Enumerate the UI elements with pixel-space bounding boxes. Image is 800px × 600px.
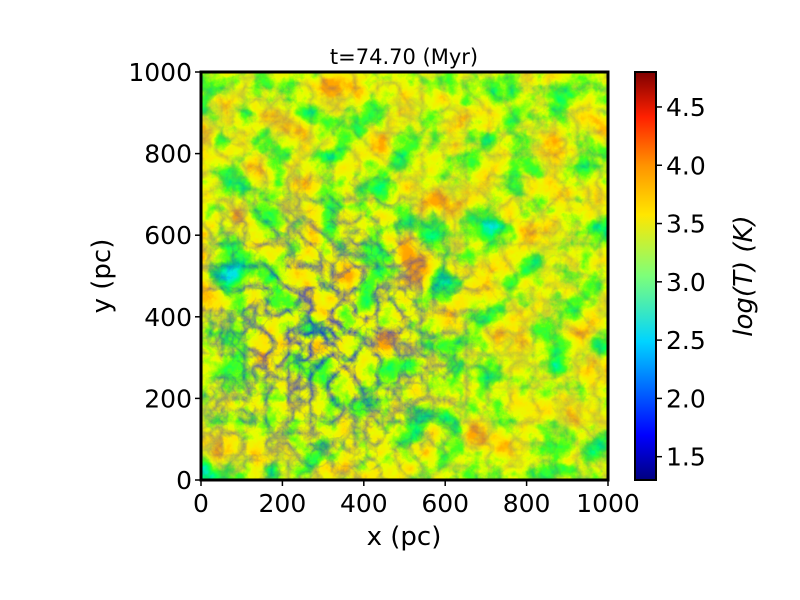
y-tick-label: 400 — [144, 303, 192, 332]
colorbar-tick-label: 2.5 — [666, 326, 706, 355]
colorbar-tick-label: 1.5 — [666, 443, 706, 472]
colorbar-ticks: 1.5 2.0 2.5 3.0 3.5 4.0 4.5 — [656, 93, 706, 472]
y-axis-label: y (pc) — [87, 239, 117, 314]
y-tick-label: 800 — [144, 140, 192, 169]
y-tick-label: 1000 — [128, 58, 192, 87]
colorbar-tick-label: 3.5 — [666, 210, 706, 239]
x-tick-label: 600 — [421, 489, 469, 518]
x-tick-label: 200 — [259, 489, 307, 518]
y-tick-label: 200 — [144, 384, 192, 413]
x-tick-label: 400 — [340, 489, 388, 518]
colorbar-tick-label: 4.0 — [666, 151, 706, 180]
heatmap-field — [201, 72, 608, 480]
colorbar-tick-label: 3.0 — [666, 268, 706, 297]
chart-title: t=74.70 (Myr) — [330, 45, 478, 69]
x-axis: 0 200 400 600 800 1000 — [193, 480, 640, 518]
colorbar-tick-label: 2.0 — [666, 384, 706, 413]
y-tick-label: 600 — [144, 221, 192, 250]
x-tick-label: 0 — [193, 489, 209, 518]
colorbar — [634, 71, 657, 481]
y-axis: 0 200 400 600 800 1000 — [128, 58, 201, 495]
colorbar-label: log(T) (K) — [729, 215, 759, 336]
x-tick-label: 1000 — [576, 489, 640, 518]
x-axis-label: x (pc) — [367, 522, 442, 552]
x-tick-label: 800 — [503, 489, 551, 518]
plot-frame — [199, 70, 610, 482]
colorbar-tick-label: 4.5 — [666, 93, 706, 122]
y-tick-label: 0 — [176, 466, 192, 495]
